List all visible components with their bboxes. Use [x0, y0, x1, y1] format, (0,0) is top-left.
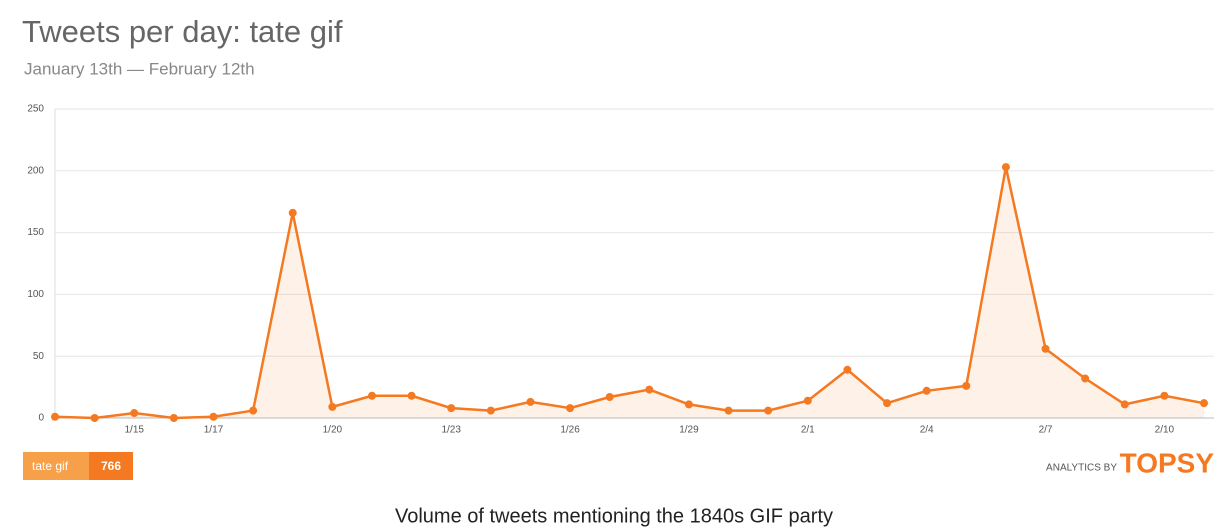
x-tick-label: 1/20	[323, 425, 343, 436]
point	[407, 391, 416, 400]
caption: Volume of tweets mentioning the 1840s GI…	[395, 505, 833, 527]
point	[169, 414, 178, 422]
point	[1041, 344, 1050, 353]
point	[447, 404, 456, 413]
y-tick-label: 250	[27, 104, 44, 115]
credit: ANALYTICS BY	[1046, 463, 1117, 474]
point	[566, 404, 575, 413]
point	[1120, 400, 1129, 409]
brand: TOPSY	[1120, 447, 1215, 478]
legend-total-box	[89, 452, 133, 480]
point	[288, 208, 297, 217]
point	[883, 399, 892, 408]
point	[209, 412, 218, 421]
point	[962, 381, 971, 390]
point	[1081, 374, 1090, 383]
x-tick-label: 1/23	[441, 425, 461, 436]
point	[130, 409, 139, 418]
x-tick-label: 2/4	[920, 425, 934, 436]
y-tick-label: 50	[33, 351, 45, 362]
point	[486, 406, 495, 415]
legend-label: tate gif	[32, 459, 69, 473]
legend-swatch	[23, 452, 89, 480]
point	[764, 406, 773, 415]
point	[843, 365, 852, 374]
point	[684, 400, 693, 409]
y-tick-label: 200	[27, 165, 44, 176]
point	[645, 385, 654, 394]
point	[51, 412, 59, 421]
legend-total: 766	[101, 459, 121, 473]
x-tick-label: 1/15	[125, 425, 145, 436]
point	[249, 406, 258, 415]
point	[328, 402, 337, 411]
x-tick-label: 1/17	[204, 425, 224, 436]
point	[605, 392, 614, 401]
x-tick-label: 2/1	[801, 425, 815, 436]
point	[803, 396, 812, 405]
y-tick-label: 0	[38, 413, 44, 424]
point	[367, 391, 376, 400]
area	[55, 167, 1204, 418]
x-tick-label: 1/29	[679, 425, 699, 436]
y-tick-label: 100	[27, 289, 44, 300]
point	[90, 414, 99, 422]
chart-title: Tweets per day: tate gif	[22, 14, 343, 49]
point	[1200, 399, 1208, 408]
chart-subtitle: January 13th — February 12th	[24, 59, 255, 78]
x-tick-label: 1/26	[560, 425, 580, 436]
point	[922, 386, 931, 395]
y-tick-label: 150	[27, 227, 44, 238]
point	[1160, 391, 1169, 400]
point	[724, 406, 733, 415]
x-tick-label: 2/10	[1155, 425, 1175, 436]
line	[54, 166, 1205, 420]
point	[526, 397, 535, 406]
point	[1001, 163, 1010, 172]
x-tick-label: 2/7	[1039, 425, 1053, 436]
